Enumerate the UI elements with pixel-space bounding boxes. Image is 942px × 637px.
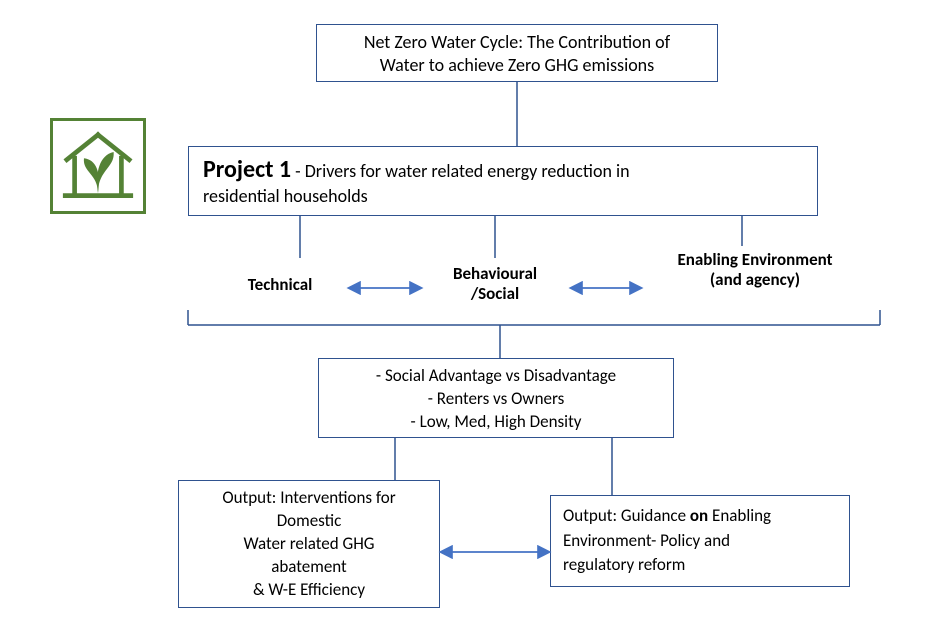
or-bold1: on xyxy=(690,505,712,526)
output-right-box: Output: Guidance on Enabling Environment… xyxy=(550,495,850,587)
project-box: Project 1 - Drivers for water related en… xyxy=(188,146,818,216)
project-title: Project 1 xyxy=(203,155,291,184)
ol-l4: abatement xyxy=(191,556,427,579)
ol-l3: Water related GHG xyxy=(191,533,427,556)
title-line1: Net Zero Water Cycle: The Contribution o… xyxy=(329,31,705,54)
seg-l2: - Renters vs Owners xyxy=(331,388,661,411)
driver-behavioural-l1: Behavioural xyxy=(420,264,570,284)
project-desc1: Drivers for water related energy reducti… xyxy=(305,160,630,182)
title-box: Net Zero Water Cycle: The Contribution o… xyxy=(316,24,718,82)
title-line2: Water to achieve Zero GHG emissions xyxy=(329,54,705,77)
driver-behavioural: Behavioural /Social xyxy=(420,264,570,305)
seg-l3: - Low, Med, High Density xyxy=(331,411,661,434)
or-l1: Output: Guidance on Enabling xyxy=(563,504,837,529)
house-leaf-icon xyxy=(59,127,137,205)
driver-enabling-l1: Enabling Environment xyxy=(640,250,870,270)
or-rest1: Guidance xyxy=(621,505,690,526)
seg-l1: - Social Advantage vs Disadvantage xyxy=(331,365,661,388)
or-l3: regulatory reform xyxy=(563,553,837,578)
driver-behavioural-l2: /Social xyxy=(420,284,570,304)
ol-l2: Domestic xyxy=(191,510,427,533)
or-rest2: Enabling xyxy=(712,505,771,526)
house-leaf-icon-box xyxy=(50,118,146,214)
or-l2: Environment- Policy and xyxy=(563,529,837,554)
project-sep: - xyxy=(291,160,305,182)
segmentation-box: - Social Advantage vs Disadvantage - Ren… xyxy=(318,358,674,438)
ol-l5: & W-E Efficiency xyxy=(191,579,427,602)
or-prefix: Output: xyxy=(563,505,621,526)
project-desc2: residential households xyxy=(203,185,368,207)
ol-l1: Output: Interventions for xyxy=(191,487,427,510)
driver-enabling: Enabling Environment (and agency) xyxy=(640,250,870,291)
driver-enabling-l2: (and agency) xyxy=(640,270,870,290)
driver-technical: Technical xyxy=(220,274,340,295)
output-left-box: Output: Interventions for Domestic Water… xyxy=(178,480,440,608)
